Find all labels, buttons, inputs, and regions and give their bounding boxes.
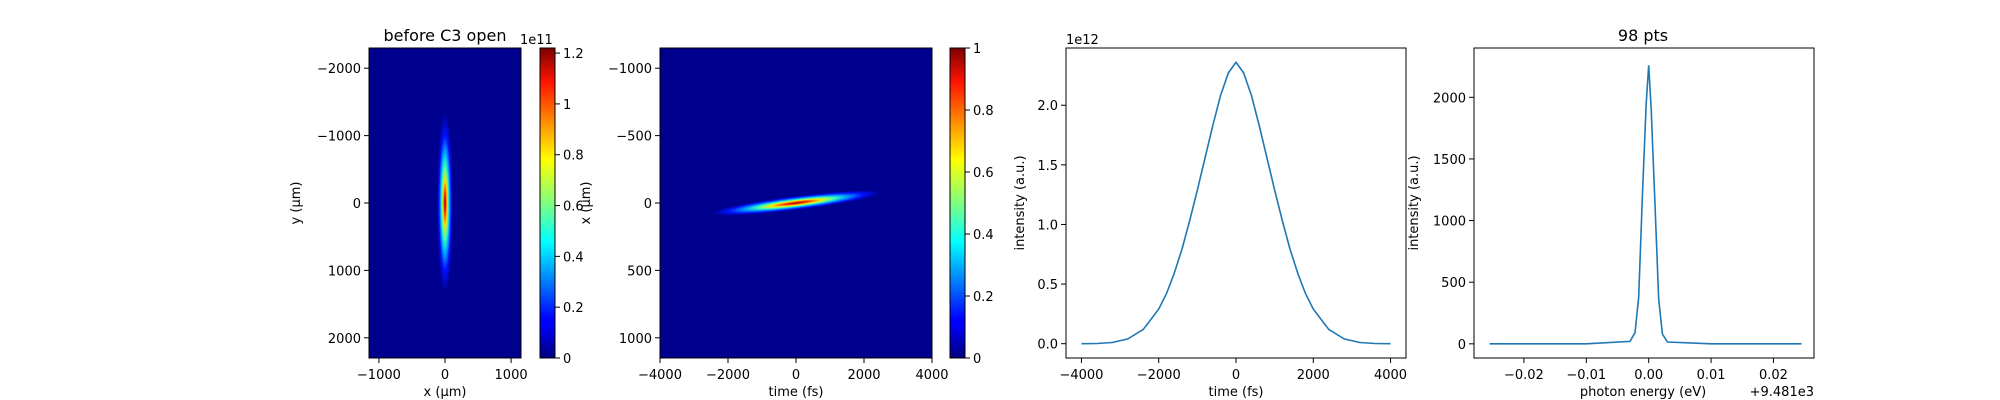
panel4-x-axis: −0.02 −0.01 0.00 0.01 0.02 (1504, 358, 1788, 383)
panel1-y-tick-label: 2000 (328, 332, 361, 347)
panel4-x-tick-label: −0.01 (1566, 368, 1606, 383)
panel4-frame (1473, 47, 1815, 359)
panel2-y-label: x (μm) (579, 182, 594, 225)
panel-beam-profile: before C3 open −1000 0 1000 −2000−10000100… (289, 26, 584, 400)
panel4-y-tick-label: 500 (1441, 276, 1466, 291)
panel3-series-line (1081, 60, 1391, 345)
panel1-y-tick-label: 1000 (328, 264, 361, 279)
panel1-colorbar-tick-label: 0.6 (563, 200, 584, 215)
panel2-y-tick-label: −1000 (608, 62, 652, 77)
panel4-series-line (1489, 65, 1802, 345)
panel2-x-tick-label: 4000 (915, 368, 948, 383)
panel3-x-tick-label: −4000 (1059, 368, 1103, 383)
pulse-shape (711, 190, 881, 216)
panel4-y-tick-label: 2000 (1433, 91, 1466, 106)
panel2-colorbar-tick-label: 1 (973, 42, 981, 57)
panel3-y-tick-label: 0.5 (1037, 278, 1058, 293)
panel1-colorbar-tick-label: 0.8 (563, 149, 584, 164)
panel4-x-tick-label: −0.02 (1504, 368, 1544, 383)
panel-time-profile: −4000 −2000 0 2000 4000 −1000 −500 0 500 1000 ti… (579, 42, 994, 400)
panel1-colorbar (539, 47, 556, 359)
panel-spectrum: 98 pts −0.02 −0.01 0.00 0.01 0.02 0 500 1000 15… (1407, 26, 1815, 400)
panel3-x-tick-label: −2000 (1137, 368, 1181, 383)
panel1-colorbar-tick-label: 1.2 (563, 47, 584, 62)
panel4-x-offset: +9.481e3 (1750, 385, 1814, 400)
panel4-y-tick-label: 1000 (1433, 215, 1466, 230)
panel1-x-tick-label: 1000 (495, 368, 528, 383)
panel4-x-tick-label: 0.02 (1759, 368, 1788, 383)
panel1-colorbar-tick-label: 1 (563, 98, 571, 113)
panel2-colorbar-tick-label: 0.6 (973, 166, 994, 181)
panel1-x-axis: −1000 0 1000 (357, 358, 528, 383)
panel1-colorbar-tick-label: 0 (563, 352, 571, 367)
panel2-x-tick-label: −2000 (706, 368, 750, 383)
panel2-y-axis: −1000 −500 0 500 1000 (608, 62, 660, 347)
panel2-x-label: time (fs) (769, 385, 824, 400)
panel1-x-tick-label: −1000 (357, 368, 401, 383)
panel1-y-axis: −2000 −1000 0 1000 2000 (317, 62, 369, 347)
panel3-x-axis: −4000 −2000 0 2000 4000 (1059, 358, 1407, 383)
panel3-y-axis: 0.0 0.5 1.0 1.5 2.0 (1037, 99, 1066, 353)
panel1-x-tick-label: 0 (441, 368, 449, 383)
panel-time-lineout: −4000 −2000 0 2000 4000 0.0 0.5 1.0 1.5 2.0 1e12… (1013, 33, 1407, 400)
panel3-x-tick-label: 2000 (1297, 368, 1330, 383)
panel4-y-axis: 0 500 1000 1500 2000 (1433, 91, 1474, 353)
panel2-x-tick-label: −4000 (638, 368, 682, 383)
panel2-x-tick-label: 2000 (847, 368, 880, 383)
panel3-y-multiplier: 1e12 (1066, 33, 1099, 48)
panel4-x-label: photon energy (eV) (1580, 385, 1706, 400)
panel4-y-tick-label: 0 (1458, 338, 1466, 353)
panel1-y-tick-label: 0 (353, 197, 361, 212)
panel4-y-tick-label: 1500 (1433, 153, 1466, 168)
panel2-colorbar-tick-label: 0.2 (973, 290, 994, 305)
panel4-x-tick-label: 0.00 (1634, 368, 1663, 383)
panel2-y-tick-label: 0 (644, 197, 652, 212)
panel2-y-tick-label: 1000 (619, 332, 652, 347)
panel3-x-tick-label: 4000 (1374, 368, 1407, 383)
panel3-y-tick-label: 1.0 (1037, 218, 1058, 233)
panel1-colorbar-multiplier: 1e11 (520, 33, 553, 48)
panel3-frame (1065, 47, 1407, 359)
panel3-x-label: time (fs) (1209, 385, 1264, 400)
panel3-y-tick-label: 2.0 (1037, 99, 1058, 114)
panel2-colorbar-tick-label: 0.8 (973, 104, 994, 119)
panel1-colorbar-ticks: 0 0.2 0.4 0.6 0.8 1 1.2 (555, 47, 584, 367)
panel2-x-axis: −4000 −2000 0 2000 4000 (638, 358, 949, 383)
panel1-y-label: y (μm) (289, 182, 304, 225)
panel3-y-tick-label: 1.5 (1037, 159, 1058, 174)
panel1-y-tick-label: −1000 (317, 130, 361, 145)
panel3-y-label: intensity (a.u.) (1013, 155, 1028, 250)
panel1-x-label: x (μm) (424, 385, 467, 400)
panel3-y-tick-label: 0.0 (1037, 338, 1058, 353)
panel1-colorbar-tick-label: 0.2 (563, 301, 584, 316)
panel2-x-tick-label: 0 (792, 368, 800, 383)
panel2-colorbar (949, 47, 966, 359)
panel3-x-tick-label: 0 (1232, 368, 1240, 383)
panel4-y-label: intensity (a.u.) (1407, 155, 1422, 250)
panel2-y-tick-label: 500 (627, 264, 652, 279)
panel2-y-tick-label: −500 (616, 130, 652, 145)
panel1-y-tick-label: −2000 (317, 62, 361, 77)
panel2-colorbar-tick-label: 0.4 (973, 228, 994, 243)
beam-spot (437, 113, 453, 293)
panel4-x-tick-label: 0.01 (1697, 368, 1726, 383)
panel1-title: before C3 open (384, 26, 507, 45)
panel1-colorbar-tick-label: 0.4 (563, 250, 584, 265)
panel2-colorbar-tick-label: 0 (973, 352, 981, 367)
panel4-title: 98 pts (1618, 26, 1668, 45)
panel2-colorbar-ticks: 0 0.2 0.4 0.6 0.8 1 (965, 42, 994, 367)
